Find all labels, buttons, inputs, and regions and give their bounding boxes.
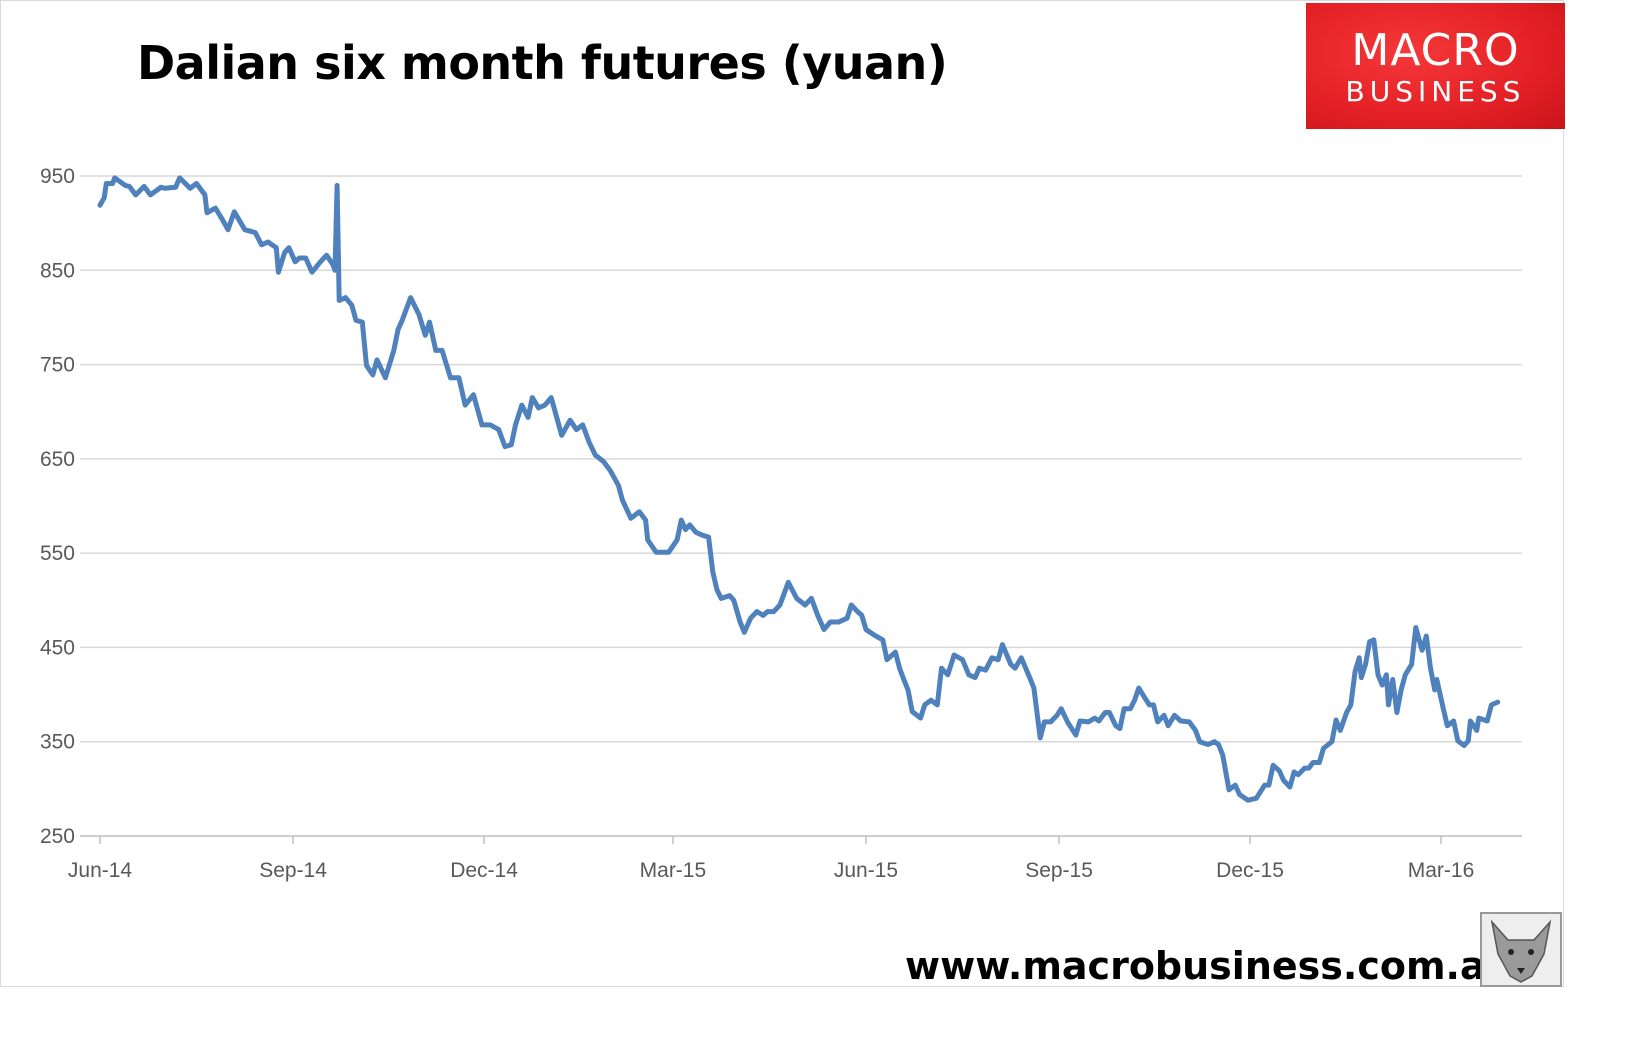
- y-tick-label: 250: [40, 825, 75, 848]
- wolf-icon: [1490, 919, 1552, 983]
- y-tick-label: 950: [40, 165, 75, 188]
- x-tick-label: Dec-14: [450, 859, 518, 882]
- x-tick-label: Jun-15: [834, 859, 898, 882]
- chart-title: Dalian six month futures (yuan): [137, 36, 948, 90]
- x-tick-label: Jun-14: [68, 859, 133, 882]
- y-tick-label: 350: [40, 731, 75, 754]
- y-tick-label: 650: [40, 448, 75, 471]
- wolf-mascot-icon: [1480, 912, 1562, 987]
- x-tick-label: Sep-15: [1025, 859, 1093, 882]
- x-tick-label: Sep-14: [259, 859, 327, 882]
- series-line: [97, 175, 1501, 803]
- x-tick-label: Mar-15: [640, 859, 707, 882]
- macrobusiness-logo: MACRO BUSINESS: [1306, 3, 1565, 129]
- x-tick-label: Dec-15: [1216, 859, 1284, 882]
- x-tick-label: Mar-16: [1408, 859, 1475, 882]
- y-tick-label: 750: [40, 354, 75, 377]
- y-tick-label: 450: [40, 636, 75, 659]
- logo-line-1: MACRO: [1351, 25, 1520, 76]
- y-tick-label: 850: [40, 259, 75, 282]
- logo-line-2: BUSINESS: [1345, 75, 1526, 108]
- website-url: www.macrobusiness.com.au: [905, 944, 1513, 988]
- chart-frame: [0, 0, 1564, 987]
- y-tick-label: 550: [40, 542, 75, 565]
